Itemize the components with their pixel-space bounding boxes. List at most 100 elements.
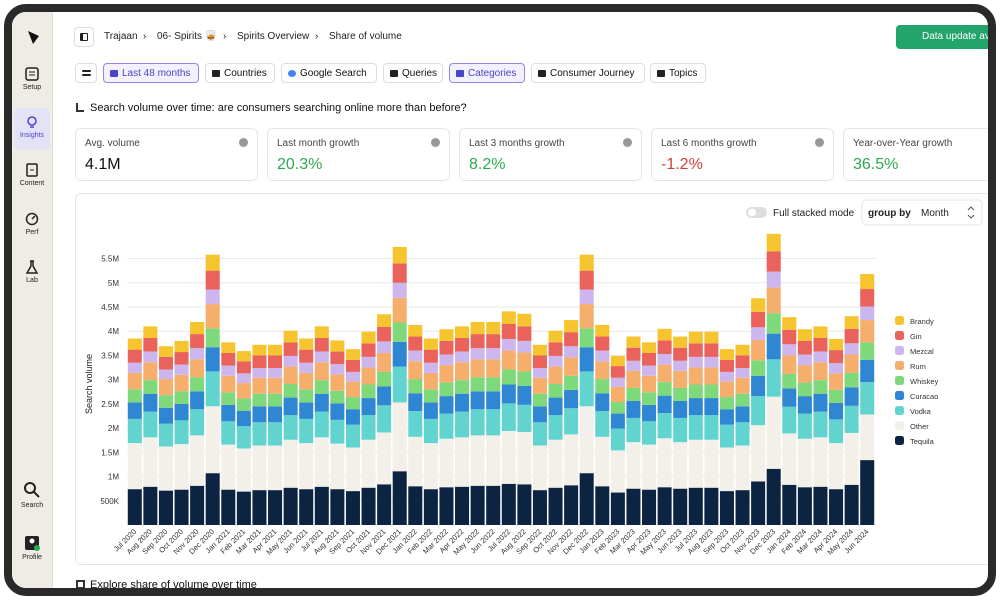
bar-segment	[829, 350, 844, 364]
sidebar-toggle[interactable]	[74, 27, 94, 47]
bar-segment	[751, 339, 766, 361]
bar-segment	[813, 411, 828, 438]
nav-item[interactable]: Search	[14, 481, 50, 509]
bar-segment	[844, 316, 859, 329]
bar-segment	[688, 415, 703, 440]
bar-segment	[595, 411, 610, 437]
bar-segment	[704, 415, 719, 440]
bar-segment	[158, 356, 173, 370]
filter-chip[interactable]: Consumer Journey	[531, 63, 645, 83]
bar-segment	[579, 289, 594, 305]
bar-segment	[236, 351, 251, 362]
nav-item[interactable]: Setup	[14, 67, 50, 91]
bar-segment	[127, 443, 142, 490]
bar-segment	[345, 409, 360, 425]
filter-settings[interactable]	[75, 63, 97, 83]
breadcrumb-item: Share of volume	[329, 31, 402, 42]
bar-segment	[143, 393, 158, 412]
bar-segment	[766, 468, 781, 525]
bar-segment	[829, 402, 844, 420]
nav-item[interactable]: Perf	[14, 212, 50, 236]
bar-segment	[501, 483, 516, 525]
bar-segment	[205, 254, 220, 271]
filter-chip[interactable]: Google Search	[281, 63, 377, 83]
bar-segment	[439, 413, 454, 439]
button-label: Data update av	[922, 31, 990, 42]
group-by-label: group by	[868, 208, 911, 219]
bar-segment	[470, 359, 485, 378]
update-button[interactable]: Data update av	[896, 25, 990, 49]
bar-segment	[221, 489, 236, 525]
bar-segment	[205, 328, 220, 348]
bar-segment	[532, 422, 547, 446]
bar-segment	[610, 428, 625, 451]
bar-segment	[143, 337, 158, 352]
bar-segment	[548, 397, 563, 416]
nav-item[interactable]: Profile	[14, 535, 50, 561]
bar-segment	[579, 473, 594, 525]
bar-segment	[408, 393, 423, 412]
bar-segment	[626, 347, 641, 361]
kpi-value: 20.3%	[277, 156, 323, 173]
bar-segment	[626, 360, 641, 371]
bar-segment	[642, 489, 657, 525]
bar-segment	[439, 396, 454, 414]
filter-chip[interactable]: Queries	[383, 63, 443, 83]
bar-segment	[813, 393, 828, 412]
bar-segment	[268, 422, 283, 446]
filter-chip[interactable]: Categories	[449, 63, 525, 83]
bar-segment	[268, 377, 283, 394]
bar-segment	[143, 362, 158, 381]
bar-segment	[548, 415, 563, 440]
bar-segment	[314, 337, 329, 352]
nav-item[interactable]: Content	[14, 163, 50, 187]
bar-segment	[174, 403, 189, 421]
bar-segment	[642, 365, 657, 376]
bar-segment	[486, 348, 501, 360]
group-by-select[interactable]	[861, 199, 983, 226]
bar-segment	[532, 355, 547, 369]
bar-segment	[158, 369, 173, 380]
bar-segment	[860, 342, 875, 360]
bar-segment	[829, 373, 844, 390]
filter-chip[interactable]: Topics	[650, 63, 706, 83]
bar-segment	[501, 431, 516, 484]
bar-segment	[423, 389, 438, 403]
breadcrumb-item[interactable]: Spirits Overview	[237, 31, 310, 42]
bar-segment	[143, 411, 158, 438]
chip-label: Consumer Journey	[550, 68, 635, 79]
bar-segment	[330, 419, 345, 444]
bar-segment	[127, 389, 142, 403]
breadcrumb-item[interactable]: Trajaan	[104, 31, 138, 42]
bar-segment	[860, 274, 875, 290]
nav-item[interactable]: Insights	[14, 115, 50, 139]
bar-segment	[221, 353, 236, 366]
bar-segment	[657, 340, 672, 354]
bar-segment	[719, 349, 734, 360]
bar-segment	[127, 372, 142, 390]
legend-label: Whiskey	[910, 377, 939, 386]
bar-segment	[377, 353, 392, 372]
bar-segment	[735, 393, 750, 407]
nav-item[interactable]: Lab	[14, 260, 50, 284]
breadcrumb-item[interactable]: 06- Spirits 🥃	[157, 31, 218, 42]
filter-chip[interactable]: Last 48 months	[103, 63, 199, 83]
legend-swatch	[895, 346, 904, 355]
filter-chip[interactable]: Countries	[205, 63, 275, 83]
bar-segment	[252, 490, 267, 525]
bar-segment	[345, 447, 360, 492]
bar-segment	[766, 313, 781, 334]
legend-label: Vodka	[910, 407, 932, 416]
bar-segment	[283, 330, 298, 343]
bar-segment	[221, 404, 236, 422]
bar-segment	[361, 367, 376, 385]
bar-segment	[719, 359, 734, 372]
bar-segment	[657, 413, 672, 439]
nav-label: Setup	[22, 84, 42, 91]
bar-segment	[844, 405, 859, 433]
bar-segment	[345, 491, 360, 525]
bar-segment	[127, 402, 142, 419]
bar-segment	[735, 344, 750, 356]
bar-segment	[127, 338, 142, 350]
bar-segment	[299, 389, 314, 403]
